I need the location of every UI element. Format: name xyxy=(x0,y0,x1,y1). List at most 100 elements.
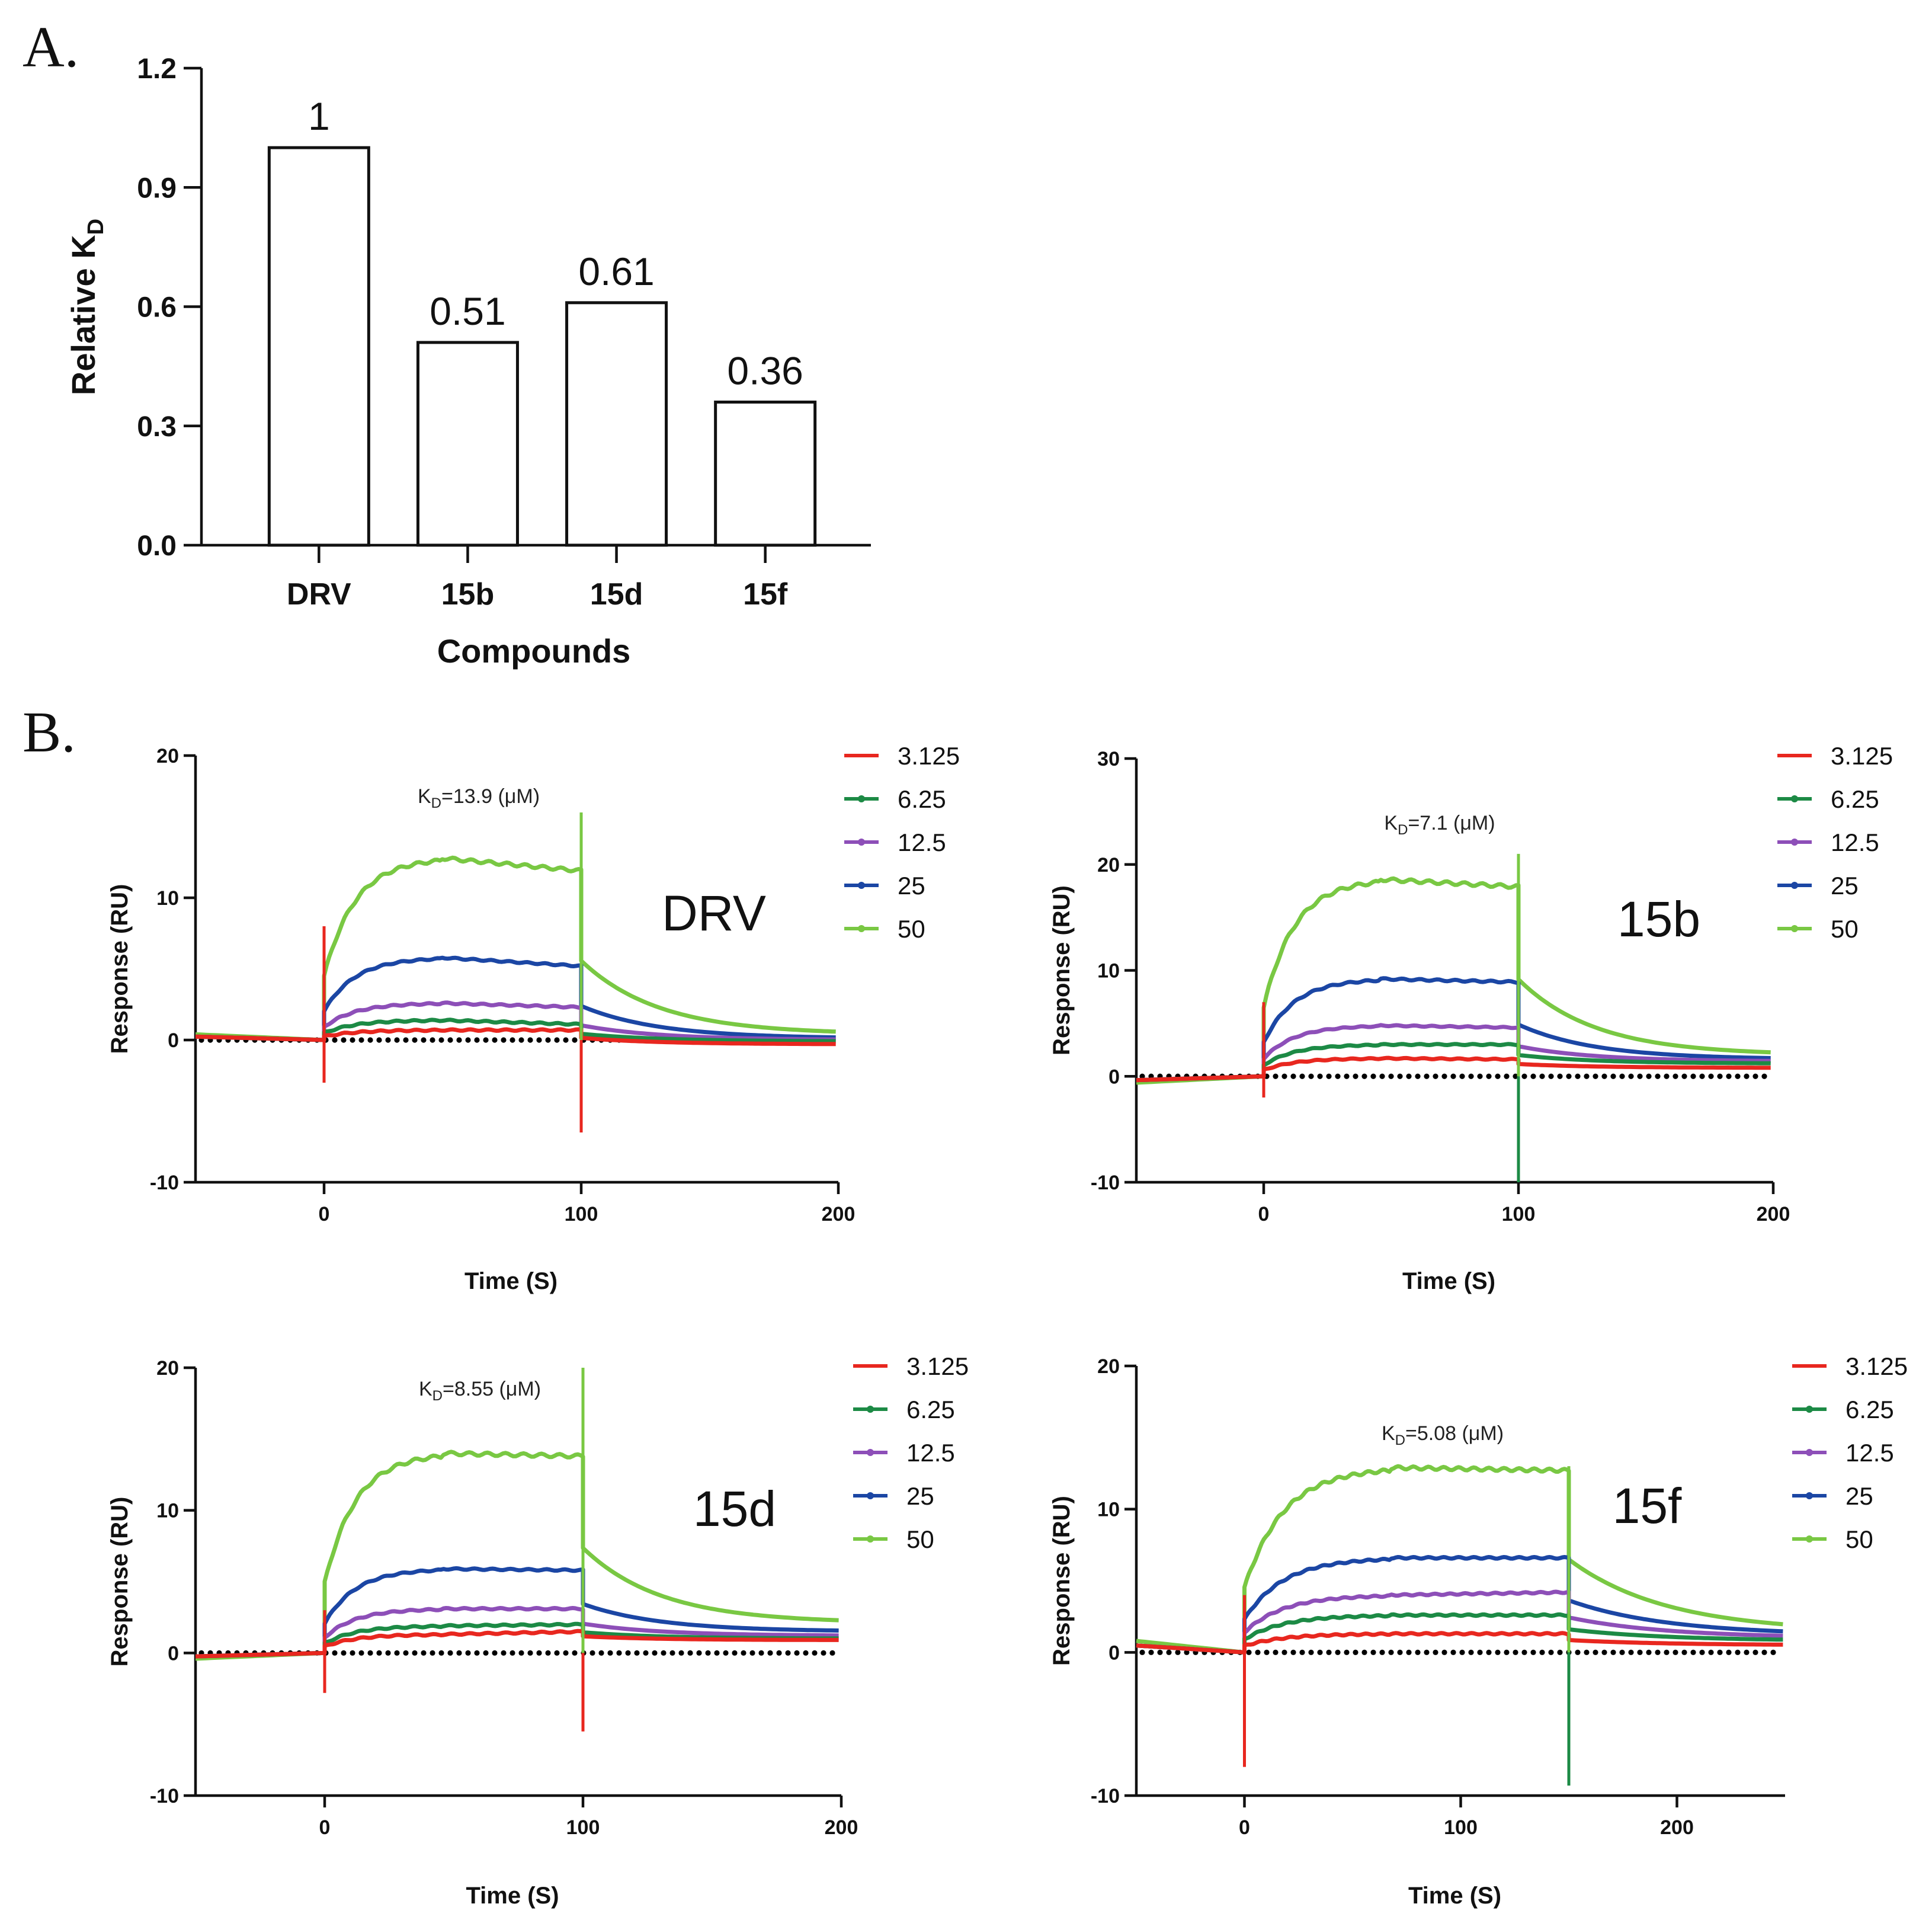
baseline-dot xyxy=(438,1650,444,1656)
kd-annotation: KD=5.08 (μM) xyxy=(1382,1422,1504,1448)
baseline-dot xyxy=(1610,1649,1616,1655)
baseline-dot xyxy=(421,1037,427,1043)
baseline-dot xyxy=(563,1037,569,1043)
baseline-dot xyxy=(1353,1073,1359,1079)
legend-label-25: 25 xyxy=(1831,872,1859,900)
baseline-dot xyxy=(643,1650,649,1656)
baseline-dot xyxy=(1281,1073,1287,1079)
baseline-dot xyxy=(1664,1649,1670,1655)
series-line-25 xyxy=(195,955,836,1042)
baseline-dot xyxy=(1379,1649,1385,1655)
baseline-dot xyxy=(483,1650,489,1656)
bar-value-label: 0.61 xyxy=(578,249,654,293)
baseline-dot xyxy=(1557,1073,1563,1079)
legend-label-6.25: 6.25 xyxy=(898,785,946,813)
baseline-dot xyxy=(474,1650,480,1656)
baseline-dot xyxy=(1415,1649,1421,1655)
baseline-dot xyxy=(385,1037,391,1043)
baseline-dot xyxy=(350,1650,355,1656)
y-axis-title: Response (RU) xyxy=(1049,885,1075,1055)
baseline-dot xyxy=(1477,1649,1483,1655)
x-tick-label: 15d xyxy=(590,577,643,612)
x-tick-label: 100 xyxy=(565,1203,598,1226)
compound-label: DRV xyxy=(662,885,766,941)
baseline-dot xyxy=(1646,1649,1652,1655)
baseline-dot xyxy=(1459,1073,1465,1079)
baseline-dot xyxy=(1273,1073,1279,1079)
baseline-dot xyxy=(527,1650,533,1656)
baseline-dot xyxy=(1424,1649,1430,1655)
legend-label-3.125: 3.125 xyxy=(1846,1352,1908,1380)
y-tick-label: 0 xyxy=(168,1029,179,1052)
y-tick-label: -10 xyxy=(1091,1172,1120,1194)
baseline-dot xyxy=(1370,1073,1376,1079)
baseline-dot xyxy=(1530,1073,1536,1079)
baseline-dot xyxy=(1673,1649,1678,1655)
baseline-dot xyxy=(1424,1073,1430,1079)
baseline-dot xyxy=(1717,1073,1723,1079)
panel-label-a: A. xyxy=(23,15,79,79)
series-line-25 xyxy=(195,1566,839,1659)
baseline-dot xyxy=(1415,1073,1421,1079)
baseline-dot xyxy=(758,1650,764,1656)
legend-label-25: 25 xyxy=(1846,1482,1873,1510)
baseline-dot xyxy=(1619,1649,1625,1655)
baseline-dot xyxy=(403,1037,409,1043)
baseline-dot xyxy=(749,1650,755,1656)
baseline-dot xyxy=(447,1037,453,1043)
baseline-dot xyxy=(1566,1073,1572,1079)
series-line-25 xyxy=(1136,1555,1783,1655)
baseline-dot xyxy=(1761,1073,1767,1079)
series-line-50 xyxy=(1136,1464,1783,1655)
legend: 3.125 6.25 12.5 25 50 xyxy=(853,1352,969,1553)
x-tick-label: DRV xyxy=(287,577,351,612)
x-tick-label: 200 xyxy=(1757,1203,1790,1226)
baseline-dot xyxy=(829,1650,835,1656)
legend-marker xyxy=(1791,925,1798,932)
legend-label-12.5: 12.5 xyxy=(1831,828,1879,856)
sensorgram-15b: -10 0 10 20 30 0 100 200 Time (S) Response (RU) KD… xyxy=(1049,742,1893,1294)
baseline-dot xyxy=(483,1037,489,1043)
legend-marker xyxy=(1806,1492,1813,1499)
baseline-dot xyxy=(741,1650,746,1656)
baseline-dot xyxy=(1744,1649,1750,1655)
baseline-dot xyxy=(607,1650,613,1656)
legend: 3.125 6.25 12.5 25 50 xyxy=(1792,1352,1908,1553)
baseline-dot xyxy=(1344,1073,1350,1079)
baseline-dot xyxy=(1628,1073,1634,1079)
legend-label-50: 50 xyxy=(1846,1525,1873,1553)
baseline-dot xyxy=(1593,1649,1598,1655)
baseline-dot xyxy=(554,1650,560,1656)
x-tick-label: 200 xyxy=(1660,1816,1694,1839)
baseline-dot xyxy=(1548,1073,1554,1079)
x-axis-title: Time (S) xyxy=(1402,1268,1495,1294)
baseline-dot xyxy=(1708,1649,1714,1655)
baseline-dot xyxy=(1681,1073,1687,1079)
y-tick-label: 20 xyxy=(1097,854,1120,876)
baseline-dot xyxy=(625,1650,631,1656)
baseline-dot xyxy=(358,1037,364,1043)
baseline-dot xyxy=(572,1650,578,1656)
baseline-dot xyxy=(794,1650,800,1656)
series-line-50 xyxy=(195,855,836,1042)
series-line-25 xyxy=(1136,976,1771,1083)
baseline-dot xyxy=(1335,1649,1341,1655)
baseline-dot xyxy=(1619,1073,1625,1079)
baseline-dot xyxy=(518,1650,524,1656)
legend-marker xyxy=(1791,839,1798,846)
legend-marker xyxy=(1806,1406,1813,1413)
y-tick-label: 30 xyxy=(1097,748,1120,770)
legend-marker xyxy=(867,1535,874,1543)
x-tick-label: 0 xyxy=(1258,1203,1270,1226)
baseline-dot xyxy=(1299,1649,1305,1655)
y-tick-label: 0.3 xyxy=(137,411,177,443)
x-tick-label: 100 xyxy=(566,1816,600,1839)
baseline-dot xyxy=(1246,1649,1252,1655)
compound-label: 15d xyxy=(693,1481,776,1537)
baseline-dot xyxy=(1290,1073,1296,1079)
baseline-dot xyxy=(1699,1649,1705,1655)
y-tick-label: 0.9 xyxy=(137,172,177,204)
legend-marker xyxy=(1806,1535,1813,1543)
baseline-dot xyxy=(536,1650,542,1656)
